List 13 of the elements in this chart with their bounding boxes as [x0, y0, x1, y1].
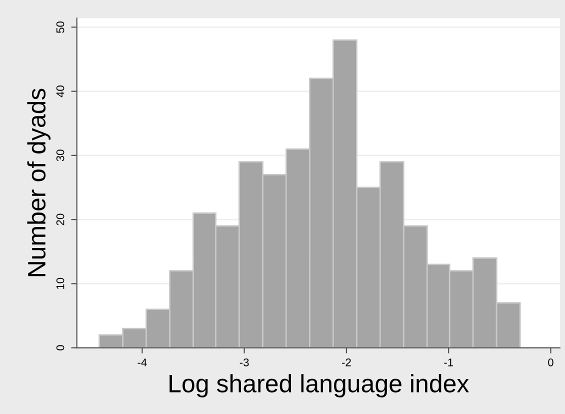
y-tick-label: 20	[56, 214, 64, 226]
x-tick-label: -2	[342, 358, 351, 366]
y-tick-label: 10	[56, 278, 64, 289]
x-tick-label: 0	[548, 358, 554, 366]
y-tick-label: 40	[56, 86, 64, 98]
x-tick-label: -4	[138, 358, 147, 366]
y-tick-label: 50	[56, 21, 64, 33]
y-tick-label: 30	[56, 150, 64, 162]
x-tick-label: -1	[444, 358, 453, 366]
x-tick-label: -3	[240, 358, 249, 366]
y-axis-title: Number of dyads	[27, 88, 51, 276]
y-tick-label: 0	[56, 345, 64, 350]
x-axis-title: Log shared language index	[170, 374, 469, 398]
